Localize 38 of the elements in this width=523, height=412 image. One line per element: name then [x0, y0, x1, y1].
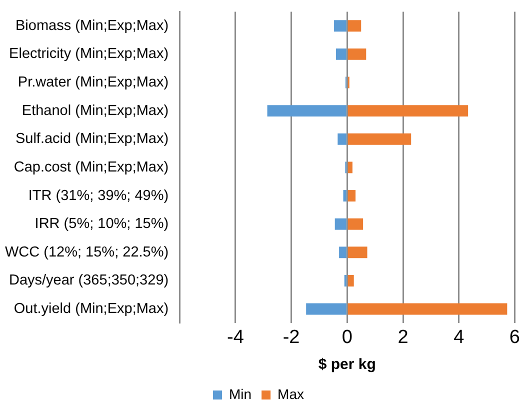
bar [348, 48, 366, 60]
x-tick-label: 4 [454, 326, 465, 348]
bar [306, 303, 346, 315]
y-tick-label: Biomass (Min;Exp;Max) [15, 18, 169, 34]
y-tick-label: Ethanol (Min;Exp;Max) [22, 102, 169, 119]
legend-label: Max [278, 386, 304, 402]
legend-label: Min [228, 386, 252, 402]
bar [343, 190, 346, 202]
bar [338, 133, 346, 145]
bar [348, 218, 364, 230]
bar [339, 246, 346, 258]
y-tick-label: Days/year (365;350;329) [8, 272, 169, 289]
y-tick-label: WCC (12%; 15%; 22.5%) [4, 244, 169, 260]
bar [348, 133, 412, 145]
x-tick-label: -4 [226, 326, 244, 348]
x-tick-label: 0 [342, 326, 352, 348]
bar [348, 105, 468, 117]
y-tick-label: Sulf.acid (Min;Exp;Max) [15, 131, 169, 148]
x-tick-label: 6 [509, 326, 520, 348]
y-tick-label: ITR (31%; 39%; 49%) [28, 188, 169, 204]
y-tick-label: Electricity (Min;Exp;Max) [9, 46, 169, 62]
y-tick-label: Out.yield (Min;Exp;Max) [14, 301, 169, 318]
y-tick-label: Pr.water (Min;Exp;Max) [18, 74, 169, 90]
bar [348, 162, 352, 174]
bar [348, 20, 362, 32]
x-tick-label: 2 [398, 326, 408, 348]
x-axis-title: $ per kg [318, 356, 376, 374]
bar [334, 218, 346, 230]
y-tick-label: Cap.cost (Min;Exp;Max) [14, 159, 169, 176]
y-tick-label: IRR (5%; 10%; 15%) [34, 216, 169, 232]
bar [334, 20, 346, 32]
bar [348, 246, 368, 258]
x-tick-label: -2 [282, 326, 300, 348]
bar [267, 105, 346, 117]
bar [348, 274, 354, 286]
bar [336, 48, 346, 60]
bar [348, 190, 356, 202]
bar [348, 303, 508, 315]
